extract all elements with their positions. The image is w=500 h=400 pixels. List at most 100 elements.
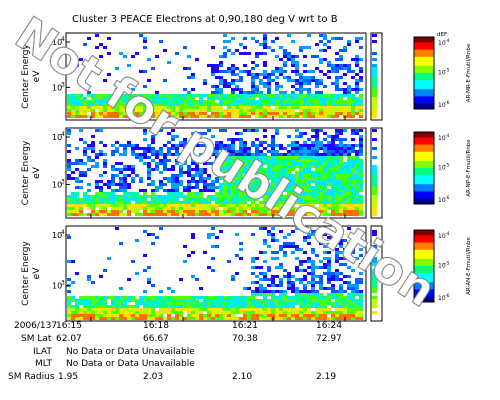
- y-tick-exp: 3: [61, 81, 65, 88]
- heatmap-cell: [267, 198, 271, 201]
- heatmap-cell: [167, 100, 171, 103]
- heatmap-cell: [255, 192, 259, 195]
- heatmap-cell: [372, 109, 377, 112]
- heatmap-cell: [67, 165, 71, 168]
- heatmap-cell: [287, 94, 291, 97]
- heatmap-cell: [347, 305, 351, 308]
- heatmap-cell: [119, 171, 123, 174]
- heatmap-cell: [211, 269, 215, 272]
- heatmap-cell: [327, 180, 331, 183]
- heatmap-cell: [227, 195, 231, 198]
- heatmap-cell: [299, 308, 303, 311]
- heatmap-cell: [183, 299, 187, 302]
- heatmap-cell: [235, 299, 239, 302]
- heatmap-cell: [327, 141, 331, 144]
- heatmap-cell: [219, 106, 223, 109]
- heatmap-cell: [103, 317, 107, 320]
- heatmap-cell: [319, 207, 323, 210]
- heatmap-cell: [95, 115, 99, 118]
- heatmap-cell: [207, 153, 211, 156]
- heatmap-cell: [171, 189, 175, 192]
- heatmap-cell: [343, 171, 347, 174]
- heatmap-cell: [211, 64, 215, 67]
- heatmap-cell: [331, 201, 335, 204]
- heatmap-cell: [263, 239, 267, 242]
- heatmap-cell: [155, 201, 159, 204]
- heatmap-cell: [163, 213, 167, 216]
- heatmap-cell: [211, 314, 215, 317]
- heatmap-cell: [299, 109, 303, 112]
- heatmap-cell: [99, 112, 103, 115]
- colorbar-swatch: [414, 53, 434, 56]
- heatmap-cell: [67, 236, 71, 239]
- heatmap-cell: [279, 94, 283, 97]
- heatmap-cell: [287, 314, 291, 317]
- heatmap-cell: [175, 198, 179, 201]
- heatmap-cell: [107, 115, 111, 118]
- heatmap-cell: [163, 94, 167, 97]
- heatmap-cell: [159, 296, 163, 299]
- heatmap-cell: [291, 207, 295, 210]
- heatmap-cell: [239, 168, 243, 171]
- heatmap-cell: [195, 100, 199, 103]
- heatmap-cell: [267, 266, 271, 269]
- heatmap-cell: [171, 311, 175, 314]
- heatmap-cell: [327, 269, 331, 272]
- heatmap-cell: [279, 186, 283, 189]
- heatmap-cell: [103, 144, 107, 147]
- heatmap-cell: [311, 198, 315, 201]
- heatmap-cell: [327, 245, 331, 248]
- heatmap-cell: [283, 159, 287, 162]
- heatmap-cell: [263, 112, 267, 115]
- heatmap-cell: [231, 207, 235, 210]
- heatmap-cell: [359, 299, 363, 302]
- heatmap-cell: [319, 311, 323, 314]
- heatmap-cell: [211, 162, 215, 165]
- heatmap-cell: [255, 76, 259, 79]
- heatmap-cell: [211, 100, 215, 103]
- heatmap-cell: [91, 141, 95, 144]
- heatmap-cell: [355, 153, 359, 156]
- heatmap-cell: [299, 174, 303, 177]
- heatmap-cell: [111, 103, 115, 106]
- heatmap-cell: [207, 233, 211, 236]
- heatmap-cell: [247, 213, 251, 216]
- heatmap-cell: [315, 296, 319, 299]
- heatmap-cell: [83, 201, 87, 204]
- heatmap-cell: [127, 311, 131, 314]
- heatmap-cell: [175, 150, 179, 153]
- heatmap-cell: [372, 76, 377, 79]
- heatmap-cell: [211, 186, 215, 189]
- heatmap-cell: [335, 248, 339, 251]
- heatmap-cell: [171, 305, 175, 308]
- heatmap-cell: [271, 168, 275, 171]
- heatmap-cell: [91, 147, 95, 150]
- heatmap-cell: [87, 296, 91, 299]
- heatmap-cell: [159, 100, 163, 103]
- heatmap-cell: [327, 189, 331, 192]
- heatmap-cell: [107, 106, 111, 109]
- heatmap-cell: [355, 308, 359, 311]
- heatmap-cell: [283, 207, 287, 210]
- heatmap-cell: [343, 100, 347, 103]
- heatmap-cell: [303, 112, 307, 115]
- heatmap-cell: [103, 308, 107, 311]
- heatmap-cell: [139, 180, 143, 183]
- heatmap-cell: [311, 266, 315, 269]
- heatmap-cell: [372, 129, 377, 132]
- heatmap-cell: [123, 168, 127, 171]
- heatmap-cell: [227, 311, 231, 314]
- heatmap-cell: [183, 147, 187, 150]
- heatmap-cell: [319, 317, 323, 320]
- heatmap-cell: [335, 272, 339, 275]
- heatmap-cell: [227, 260, 231, 263]
- heatmap-cell: [71, 299, 75, 302]
- ephem-smradius-0: 1.95: [58, 372, 78, 382]
- heatmap-cell: [303, 299, 307, 302]
- heatmap-cell: [315, 180, 319, 183]
- heatmap-cell: [331, 177, 335, 180]
- heatmap-cell: [239, 88, 243, 91]
- heatmap-cell: [175, 144, 179, 147]
- heatmap-cell: [255, 91, 259, 94]
- heatmap-cell: [347, 174, 351, 177]
